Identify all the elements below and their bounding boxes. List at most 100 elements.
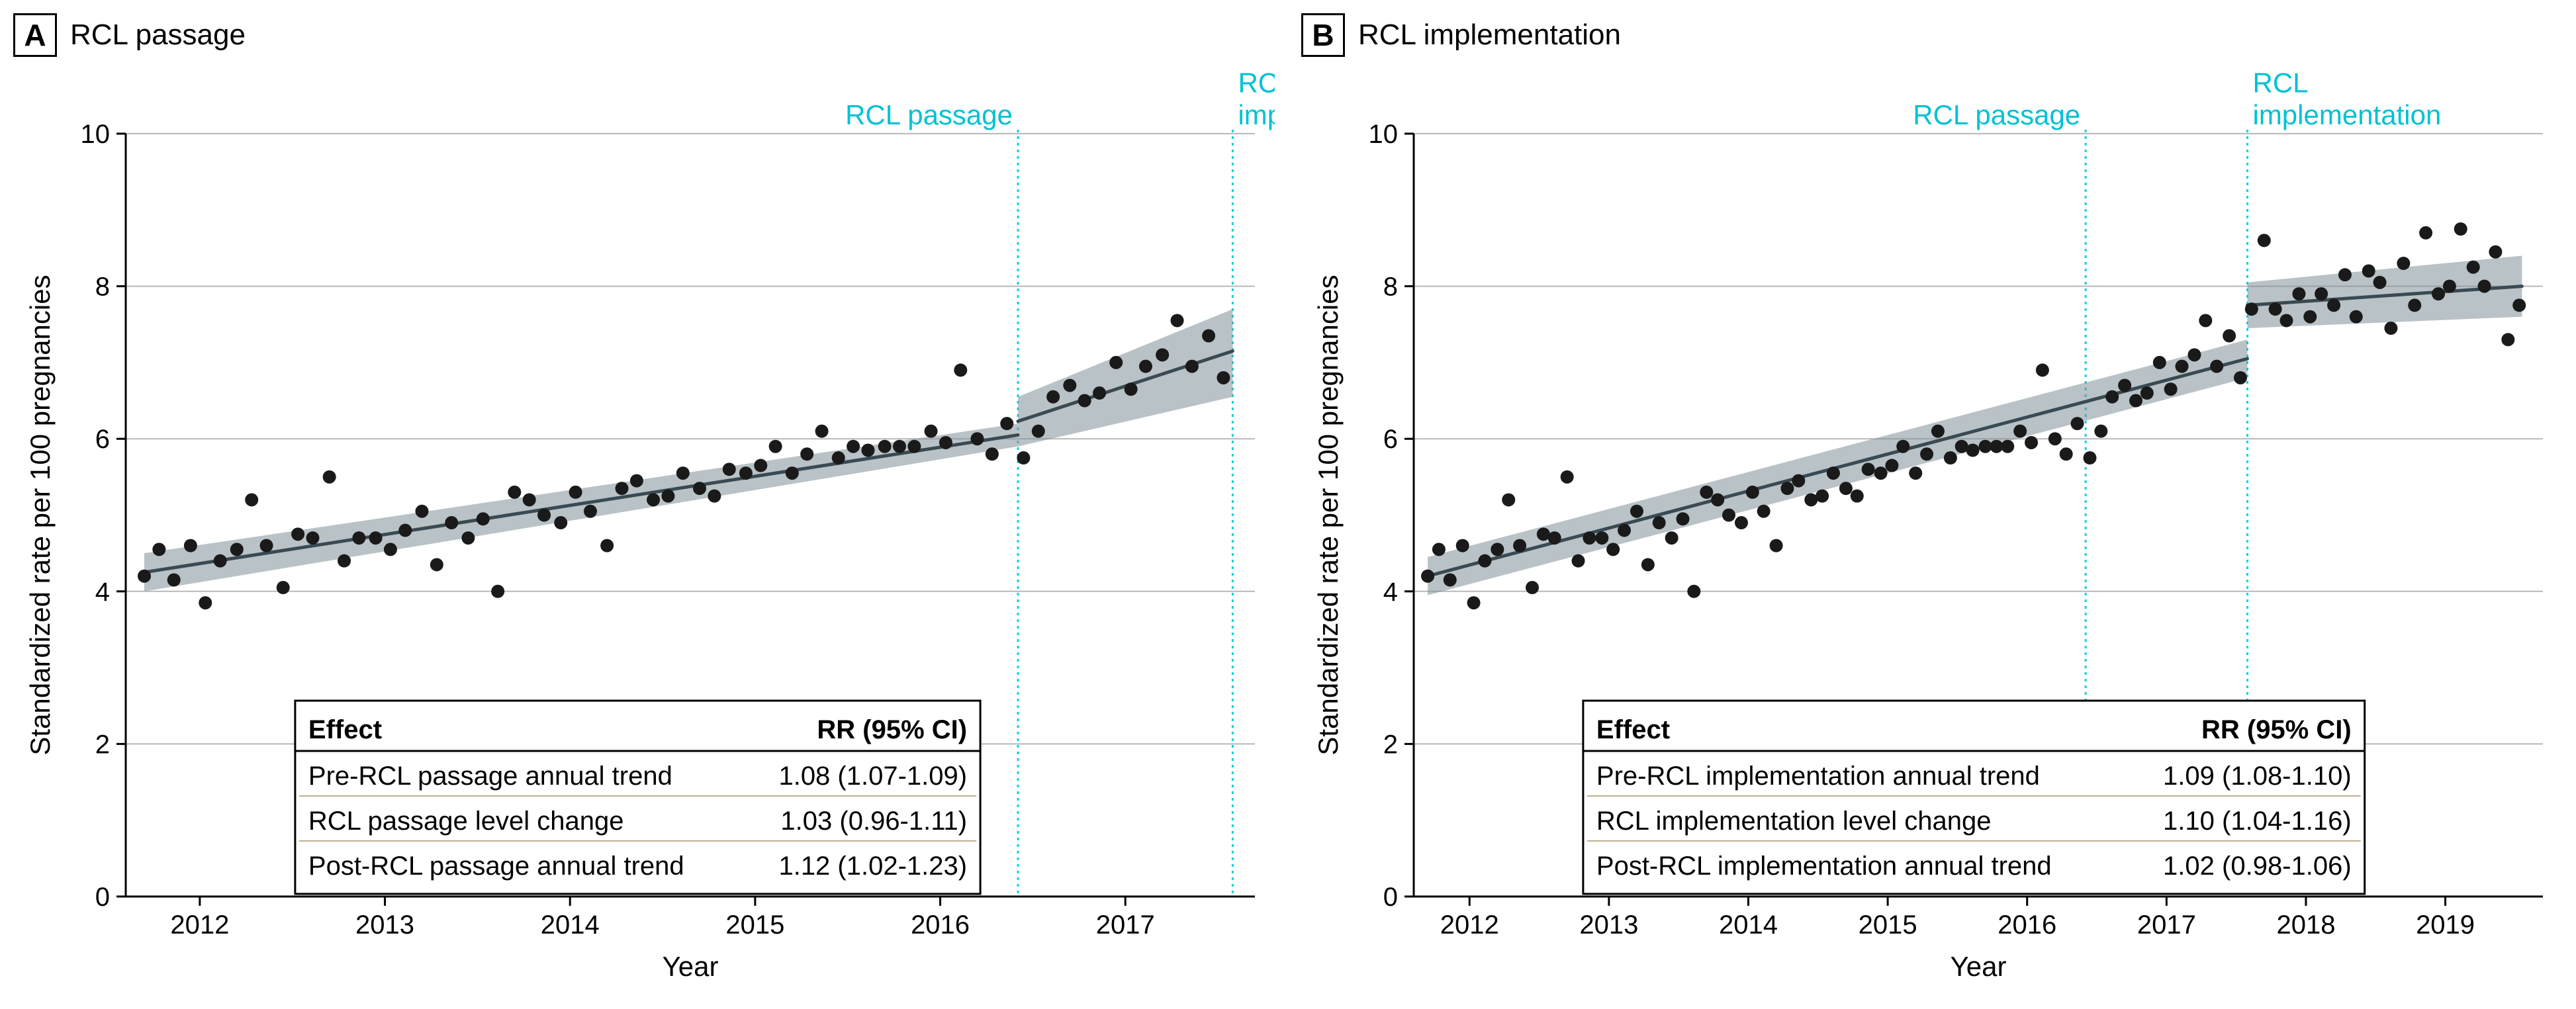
reference-vline-label: RCL (1238, 67, 1275, 99)
y-tick-label: 4 (95, 578, 110, 607)
data-point (569, 486, 582, 499)
data-point (2036, 363, 2049, 376)
data-point (600, 539, 614, 552)
data-point (1770, 539, 1783, 552)
data-point (1862, 462, 1875, 476)
data-point (1171, 314, 1184, 327)
x-axis-label: Year (663, 951, 719, 982)
effects-table-cell: 1.09 (1.08-1.10) (2163, 762, 2352, 791)
data-point (2153, 356, 2166, 369)
data-point (2118, 378, 2131, 392)
data-point (861, 443, 874, 457)
data-point (2327, 298, 2340, 312)
effects-table-cell: RCL implementation level change (1596, 807, 1992, 836)
data-point (1046, 390, 1060, 404)
data-point (1109, 356, 1123, 369)
x-tick-label: 2014 (541, 910, 600, 940)
y-axis-label: Standardized rate per 100 pregnancies (24, 275, 56, 755)
effects-table-header: Effect (1596, 715, 1670, 744)
data-point (693, 482, 706, 495)
effects-table-header: RR (95% CI) (2201, 715, 2352, 744)
data-point (1687, 585, 1700, 598)
x-axis-label: Year (1951, 951, 2007, 982)
data-point (1676, 512, 1689, 525)
x-tick-label: 2018 (2276, 910, 2335, 940)
data-point (2129, 394, 2142, 408)
data-point (1467, 596, 1481, 609)
data-point (2292, 287, 2305, 300)
data-point (554, 516, 567, 529)
data-point (1665, 531, 1679, 545)
data-point (1000, 417, 1013, 430)
data-point (1606, 543, 1620, 556)
data-point (1017, 451, 1030, 464)
effects-table-cell: 1.03 (0.96-1.11) (780, 807, 967, 836)
data-point (245, 493, 258, 506)
data-point (1217, 371, 1230, 384)
data-point (723, 462, 736, 476)
data-point (1839, 482, 1853, 495)
panel-a-title: RCL passage (70, 19, 246, 52)
reference-vline-label: RCL (2252, 67, 2308, 99)
reference-vline-label: RCL passage (845, 99, 1013, 130)
data-point (661, 490, 674, 503)
data-point (2013, 425, 2027, 438)
x-tick-label: 2014 (1719, 910, 1778, 940)
data-point (184, 539, 197, 552)
data-point (523, 493, 536, 506)
y-tick-label: 10 (81, 120, 111, 149)
x-tick-label: 2016 (911, 910, 970, 940)
data-point (2048, 432, 2062, 445)
effects-table-cell: Post-RCL implementation annual trend (1596, 852, 2052, 881)
panel-a-chart-holder: RCL passageRCLimplementation024681020122… (13, 61, 1275, 996)
y-tick-label: 8 (95, 273, 110, 302)
data-point (1641, 558, 1655, 571)
data-point (2245, 302, 2258, 316)
data-point (1421, 570, 1434, 583)
effects-table-cell: Post-RCL passage annual trend (308, 852, 684, 881)
x-tick-label: 2017 (2137, 910, 2196, 940)
data-point (832, 451, 845, 464)
panel-a-header: A RCL passage (13, 13, 1275, 57)
data-point (1885, 459, 1898, 472)
data-point (647, 493, 660, 506)
effects-table-header: RR (95% CI) (817, 715, 967, 744)
data-point (2060, 447, 2073, 461)
data-point (786, 466, 799, 480)
data-point (939, 436, 952, 449)
data-point (769, 440, 782, 453)
panel-a-chart: RCL passageRCLimplementation024681020122… (13, 61, 1275, 996)
data-point (739, 466, 753, 480)
y-axis-label: Standardized rate per 100 pregnancies (1312, 275, 1344, 755)
data-point (2105, 390, 2119, 404)
data-point (1478, 554, 1491, 568)
data-point (477, 512, 490, 525)
data-point (1491, 543, 1504, 556)
data-point (676, 466, 690, 480)
data-point (1920, 447, 1933, 461)
effects-table-cell: 1.08 (1.07-1.09) (778, 762, 967, 791)
data-point (1513, 539, 1526, 552)
data-point (430, 558, 443, 571)
data-point (1125, 382, 1138, 396)
data-point (1896, 440, 1909, 453)
data-point (2223, 329, 2236, 343)
y-tick-label: 2 (95, 730, 110, 759)
figure-container: A RCL passage RCL passageRCLimplementati… (0, 0, 2576, 1009)
data-point (1816, 490, 1829, 503)
data-point (1139, 360, 1152, 373)
reference-vline-label: RCL passage (1913, 99, 2080, 130)
panel-b: B RCL implementation RCL passageRCLimple… (1301, 13, 2563, 996)
effects-table-cell: Pre-RCL implementation annual trend (1596, 762, 2040, 791)
effects-table-cell: 1.02 (0.98-1.06) (2163, 852, 2352, 881)
data-point (1595, 531, 1608, 545)
data-point (2176, 360, 2189, 373)
data-point (2478, 280, 2491, 293)
data-point (1548, 531, 1561, 545)
data-point (152, 543, 165, 556)
data-point (2454, 222, 2467, 236)
data-point (800, 447, 813, 461)
data-point (1630, 505, 1643, 518)
data-point (1700, 486, 1713, 499)
data-point (1583, 531, 1596, 545)
